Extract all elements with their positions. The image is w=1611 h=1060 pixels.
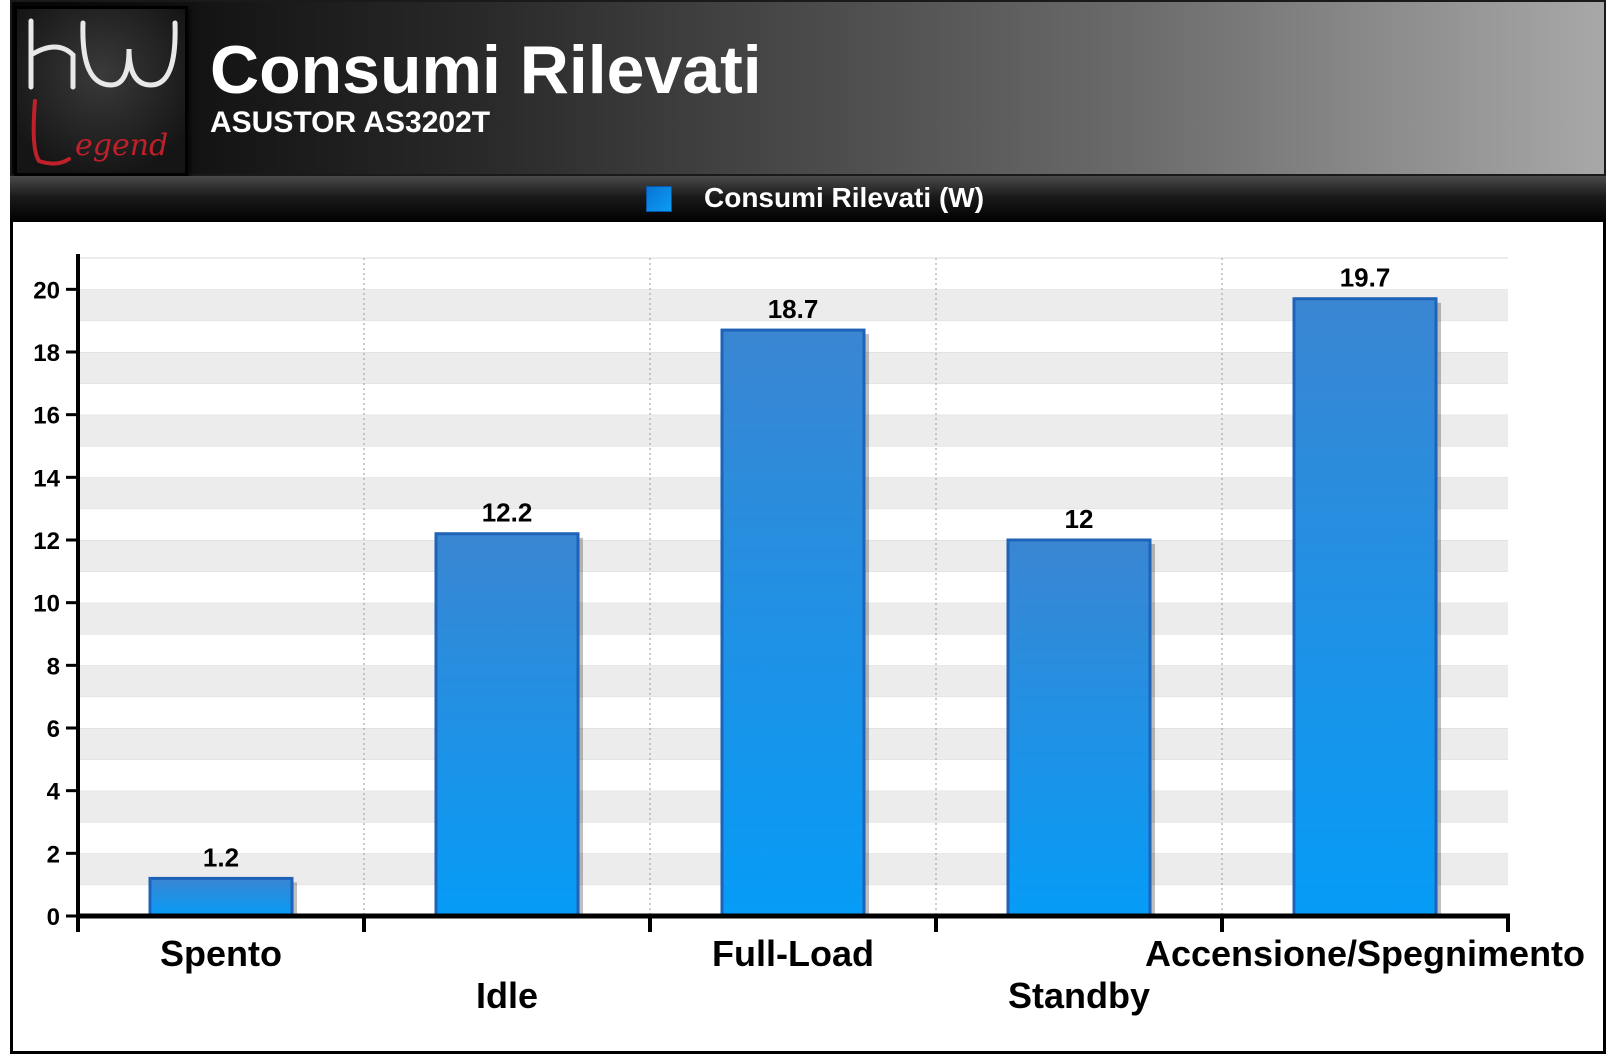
labels: 1.2 12.2 18.7 12 19.7 0 2 4 6 8 10 12 14 16 18 20 Spento… <box>33 263 1585 1016</box>
y-tick-label: 16 <box>33 403 60 430</box>
y-tick-label: 18 <box>33 340 60 367</box>
y-tick-label: 10 <box>33 591 60 618</box>
x-category-label: Idle <box>476 975 538 1016</box>
y-tick-label: 2 <box>47 841 60 868</box>
chart-header <box>10 0 1606 176</box>
logo-graphic: egend <box>28 18 178 166</box>
chart-subtitle: ASUSTOR AS3202T <box>210 106 491 139</box>
axes <box>66 254 1510 932</box>
bar <box>434 532 580 918</box>
svg-text:egend: egend <box>75 128 168 163</box>
y-tick-label: 20 <box>33 277 60 304</box>
bar <box>1292 297 1438 918</box>
data-label: 12 <box>1065 504 1094 534</box>
y-tick-label: 6 <box>47 716 60 743</box>
y-tick-label: 0 <box>47 904 60 931</box>
y-tick-label: 12 <box>33 528 60 555</box>
x-category-label: Standby <box>1008 975 1150 1016</box>
grid-band <box>78 289 1508 321</box>
hw-legend-logo: egend <box>14 6 188 176</box>
data-label: 18.7 <box>768 294 819 324</box>
x-category-label: Spento <box>160 933 282 974</box>
bars <box>148 297 1441 918</box>
y-tick-label: 8 <box>47 653 60 680</box>
grid-band <box>78 258 1508 290</box>
data-label: 1.2 <box>203 842 239 872</box>
y-tick-label: 14 <box>33 465 60 492</box>
x-category-label: Accensione/Spegnimento <box>1145 933 1585 974</box>
legend-swatch <box>646 186 672 212</box>
data-label: 12.2 <box>482 498 533 528</box>
y-tick-label: 4 <box>47 779 61 806</box>
legend-bar <box>10 176 1606 222</box>
legend-label: Consumi Rilevati (W) <box>704 182 985 213</box>
x-category-label: Full-Load <box>712 933 874 974</box>
bar <box>1006 538 1152 918</box>
data-label: 19.7 <box>1340 263 1391 293</box>
chart-title: Consumi Rilevati <box>210 32 762 108</box>
bar <box>148 876 294 918</box>
bar <box>720 328 866 918</box>
